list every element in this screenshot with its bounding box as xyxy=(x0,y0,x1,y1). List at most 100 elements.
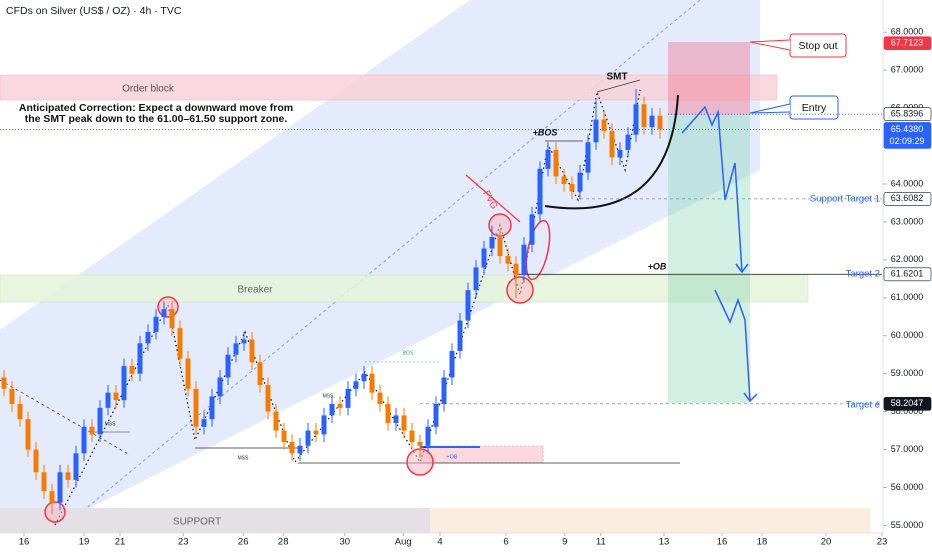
x-tick-label: 28 xyxy=(278,537,289,548)
projection xyxy=(714,289,751,401)
candle-body xyxy=(457,320,463,351)
y-tick-label: 61.0000 xyxy=(891,292,924,302)
y-tick-label: 68.0000 xyxy=(891,27,924,37)
candle-body xyxy=(593,119,599,143)
candle-body xyxy=(465,290,471,321)
annotation: Stop out xyxy=(798,40,837,52)
candle-body xyxy=(257,362,263,386)
candle-body xyxy=(177,328,183,359)
candle-body xyxy=(233,343,239,355)
candle-body xyxy=(401,415,407,431)
candle-body xyxy=(153,316,159,332)
candle-body xyxy=(329,404,335,416)
price-label-box xyxy=(883,107,932,122)
smt-line xyxy=(596,79,641,93)
x-tick-label: 18 xyxy=(757,537,768,548)
candle-body xyxy=(609,130,615,158)
candle-body xyxy=(241,339,247,344)
candle-body xyxy=(433,404,439,427)
candle-body xyxy=(305,430,311,446)
candle-body xyxy=(617,149,623,158)
candle-body xyxy=(265,385,271,412)
price-label-box xyxy=(883,36,932,50)
candle-body xyxy=(57,472,63,503)
candle-body xyxy=(137,343,143,374)
circle xyxy=(44,501,66,523)
candle-body xyxy=(169,309,175,329)
callout-pointer xyxy=(749,39,791,51)
x-tick-label: 21 xyxy=(115,537,126,548)
breaker-zone xyxy=(0,274,809,303)
y-tick-label: 63.0000 xyxy=(891,216,924,226)
y-tick-label: 58.0000 xyxy=(891,406,924,416)
order-block xyxy=(0,74,778,101)
y-tick-label: 64.0000 xyxy=(891,178,924,188)
candle-body xyxy=(409,430,415,442)
candle-body xyxy=(9,388,15,405)
x-tick-label: 6 xyxy=(503,537,508,548)
candle-body xyxy=(313,430,319,435)
candle-body xyxy=(201,419,207,427)
candle-body xyxy=(657,115,663,130)
candle-body xyxy=(17,404,23,420)
candle-body xyxy=(633,104,639,135)
y-tick-label: 59.0000 xyxy=(891,368,924,378)
candle-body xyxy=(65,472,71,480)
x-tick-label: 16 xyxy=(19,537,30,548)
x-tick-label: 16 xyxy=(717,537,728,548)
annotation: SMT xyxy=(606,72,627,83)
candle-body xyxy=(585,142,591,173)
candle-body xyxy=(1,377,7,389)
candle-body xyxy=(33,449,39,473)
candle-body xyxy=(209,396,215,420)
x-tick-label: 9 xyxy=(562,537,567,548)
annotation: +BOS xyxy=(533,127,558,137)
annotation: Breaker xyxy=(237,285,273,296)
annotation: Order block xyxy=(122,84,175,95)
candle-body xyxy=(81,426,87,454)
annotation: the SMT peak down to the 61.00–61.50 sup… xyxy=(25,113,288,125)
candle-body xyxy=(225,354,231,378)
candle-body xyxy=(625,134,631,150)
target-box xyxy=(668,115,750,403)
x-tick-label: 30 xyxy=(340,537,351,548)
candle-body xyxy=(449,350,455,378)
annotation: SUPPORT xyxy=(173,517,221,528)
candle-body xyxy=(561,176,567,184)
circle xyxy=(506,276,534,304)
countdown: 02:09:29 xyxy=(889,136,924,146)
annotation: Support Target 1 xyxy=(810,194,880,205)
drawings xyxy=(0,0,870,533)
candle-body xyxy=(417,441,423,446)
y-tick-label: 60.0000 xyxy=(891,330,924,340)
channel xyxy=(0,0,760,533)
candle-body xyxy=(385,404,391,423)
candle-body xyxy=(505,256,511,264)
price-label: 65.4380 xyxy=(891,124,924,134)
candle-body xyxy=(529,214,535,245)
price-label: 67.7123 xyxy=(891,38,924,48)
projection xyxy=(681,105,743,273)
candle-body xyxy=(161,309,167,317)
candle-body xyxy=(337,404,343,408)
candle-body xyxy=(537,168,543,215)
candle-body xyxy=(145,331,151,344)
stop-box xyxy=(668,42,750,115)
candle-body xyxy=(361,373,367,382)
x-tick-label: Aug xyxy=(395,537,412,548)
support-zone xyxy=(0,508,430,533)
candle-body xyxy=(321,415,327,435)
price-label-box xyxy=(883,122,932,149)
y-tick-label: 57.0000 xyxy=(891,444,924,454)
ellipse xyxy=(525,219,551,281)
candle-body xyxy=(473,267,479,291)
annotation: MSS xyxy=(238,455,250,461)
candle-body xyxy=(545,149,551,169)
y-tick-label: 56.0000 xyxy=(891,482,924,492)
y-tick-label: 62.0000 xyxy=(891,254,924,264)
x-tick-label: 13 xyxy=(659,537,670,548)
candle-body xyxy=(377,392,383,405)
candle-body xyxy=(521,244,527,276)
circle xyxy=(157,296,179,318)
